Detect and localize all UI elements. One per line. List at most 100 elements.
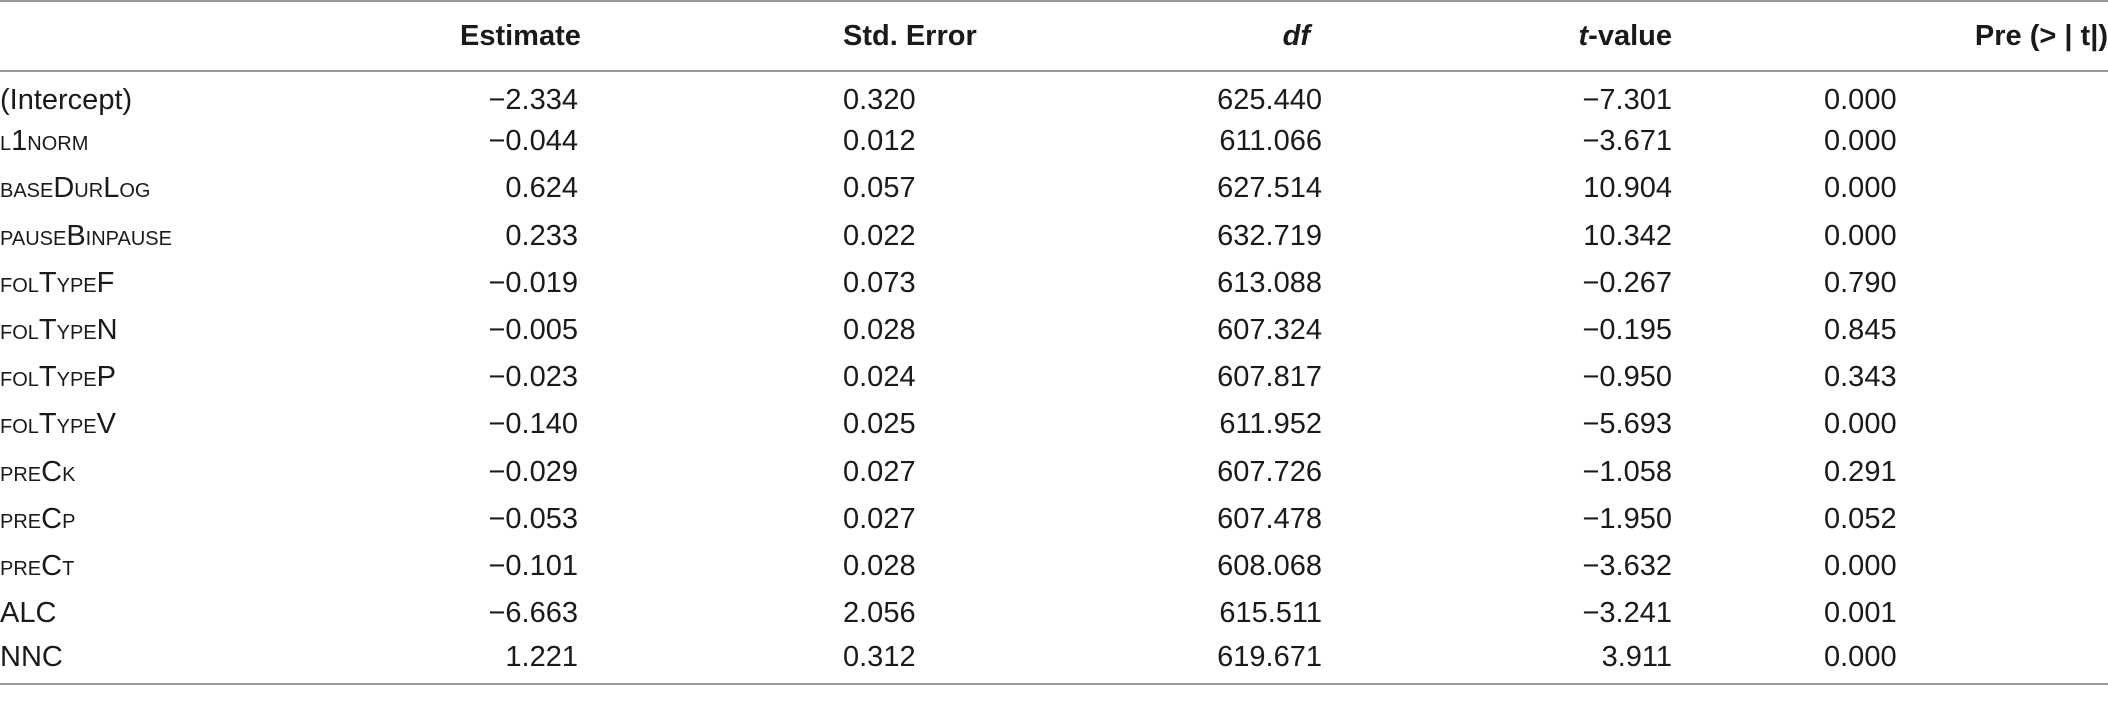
cell-estimate: −6.663 (488, 597, 578, 630)
header-estimate: Estimate (460, 0, 581, 72)
table-body: (Intercept) −2.334 0.320 625.440 −7.301 0.000… (0, 71, 2108, 686)
cell-term: (Intercept) (0, 83, 133, 116)
cell-df: 613.088 (1217, 266, 1322, 299)
cell-term: preCp (0, 502, 76, 535)
cell-term: pauseBinpause (0, 219, 172, 252)
cell-std-error: 0.024 (843, 361, 916, 394)
cell-estimate: 0.624 (505, 172, 578, 205)
cell-p-value: 0.291 (1824, 455, 1897, 488)
table-row: preCk −0.029 0.027 607.726 −1.058 0.291 (0, 449, 2108, 496)
table-row: l1norm −0.044 0.012 611.066 −3.671 0.000 (0, 118, 2108, 165)
table-row: folTypeN −0.005 0.028 607.324 −0.195 0.845 (0, 307, 2108, 354)
header-term (0, 0, 460, 72)
cell-df: 625.440 (1217, 83, 1322, 116)
cell-df: 607.817 (1217, 361, 1322, 394)
cell-t-value: −0.950 (1582, 361, 1672, 394)
cell-p-value: 0.000 (1824, 125, 1897, 158)
cell-df: 611.066 (1219, 125, 1322, 158)
cell-t-value: −7.301 (1582, 83, 1672, 116)
cell-t-value: −1.950 (1582, 502, 1672, 535)
cell-std-error: 0.057 (843, 172, 916, 205)
header-p-value: Pre (> | t|) (1700, 0, 2108, 72)
cell-std-error: 2.056 (843, 597, 916, 630)
cell-estimate: −0.019 (488, 266, 578, 299)
cell-df: 619.671 (980, 637, 1330, 686)
cell-estimate: −2.334 (488, 83, 578, 116)
cell-p-value: 0.343 (1824, 361, 1897, 394)
cell-t-value: 3.911 (1330, 637, 1700, 686)
regression-table: Estimate Std. Error df t-value Pre (> | … (0, 0, 2108, 686)
cell-df: 615.511 (1219, 597, 1322, 630)
cell-df: 632.719 (1217, 219, 1322, 252)
cell-t-value: 10.904 (1583, 172, 1672, 205)
cell-term: folTypeP (0, 361, 116, 394)
table-header: Estimate Std. Error df t-value Pre (> | … (0, 0, 2108, 72)
table-row: folTypeF −0.019 0.073 613.088 −0.267 0.790 (0, 260, 2108, 307)
cell-term: preCk (0, 455, 76, 488)
cell-std-error: 0.022 (843, 219, 916, 252)
cell-std-error: 0.028 (843, 549, 916, 582)
cell-estimate: −0.140 (488, 408, 578, 441)
header-df: df (980, 0, 1330, 72)
table-row: preCp −0.053 0.027 607.478 −1.950 0.052 (0, 496, 2108, 543)
table-row: (Intercept) −2.334 0.320 625.440 −7.301 0.000 (0, 71, 2108, 118)
cell-df: 607.726 (1217, 455, 1322, 488)
cell-p-value: 0.001 (1824, 597, 1897, 630)
cell-p-value: 0.052 (1824, 502, 1897, 535)
cell-df: 627.514 (1217, 172, 1322, 205)
table-row: pauseBinpause 0.233 0.022 632.719 10.342 0.00… (0, 213, 2108, 260)
cell-estimate: −0.053 (488, 502, 578, 535)
cell-estimate: −0.023 (488, 361, 578, 394)
cell-std-error: 0.073 (843, 266, 916, 299)
cell-p-value: 0.845 (1824, 314, 1897, 347)
cell-estimate: 1.221 (460, 637, 578, 686)
cell-p-value: 0.790 (1824, 266, 1897, 299)
cell-term: l1norm (0, 125, 89, 158)
cell-term: folTypeV (0, 408, 116, 441)
cell-term: folTypeN (0, 314, 118, 347)
cell-t-value: −3.671 (1582, 125, 1672, 158)
header-row: Estimate Std. Error df t-value Pre (> | … (0, 0, 2108, 72)
header-t-value-italic: t (1578, 19, 1589, 52)
cell-df: 611.952 (1219, 408, 1322, 441)
cell-p-value: 0.000 (1824, 549, 1897, 582)
cell-t-value: −3.241 (1582, 597, 1672, 630)
cell-t-value: −0.267 (1582, 266, 1672, 299)
cell-estimate: −0.005 (488, 314, 578, 347)
cell-estimate: −0.044 (488, 125, 578, 158)
cell-std-error: 0.028 (843, 314, 916, 347)
cell-std-error: 0.312 (578, 637, 980, 686)
header-t-value: t-value (1330, 0, 1700, 72)
cell-df: 607.324 (1217, 314, 1322, 347)
cell-term: folTypeF (0, 266, 115, 299)
cell-estimate: 0.233 (505, 219, 578, 252)
cell-df: 607.478 (1217, 502, 1322, 535)
header-t-value-rest: -value (1588, 19, 1672, 52)
cell-p-value: 0.000 (1824, 83, 1897, 116)
cell-term: preCt (0, 549, 75, 582)
header-std-error: Std. Error (578, 0, 980, 72)
cell-t-value: 10.342 (1583, 219, 1672, 252)
cell-std-error: 0.027 (843, 502, 916, 535)
cell-term: NNC (0, 637, 460, 686)
cell-p-value: 0.000 (1824, 172, 1897, 205)
cell-std-error: 0.012 (843, 125, 916, 158)
cell-std-error: 0.025 (843, 408, 916, 441)
table-row: folTypeP −0.023 0.024 607.817 −0.950 0.343 (0, 354, 2108, 401)
table-row: NNC 1.221 0.312 619.671 3.911 0.000 (0, 637, 2108, 686)
cell-p-value: 0.000 (1824, 408, 1897, 441)
cell-t-value: −0.195 (1582, 314, 1672, 347)
cell-term: ALC (0, 597, 57, 630)
cell-estimate: −0.029 (488, 455, 578, 488)
cell-std-error: 0.027 (843, 455, 916, 488)
cell-df: 608.068 (1217, 549, 1322, 582)
table-row: folTypeV −0.140 0.025 611.952 −5.693 0.000 (0, 401, 2108, 448)
cell-t-value: −5.693 (1582, 408, 1672, 441)
cell-t-value: −1.058 (1582, 455, 1672, 488)
table-row: ALC −6.663 2.056 615.511 −3.241 0.001 (0, 590, 2108, 637)
cell-estimate: −0.101 (488, 549, 578, 582)
table-row: baseDurLog 0.624 0.057 627.514 10.904 0.000 (0, 165, 2108, 212)
cell-p-value: 0.000 (1824, 219, 1897, 252)
cell-p-value: 0.000 (1700, 637, 2108, 686)
